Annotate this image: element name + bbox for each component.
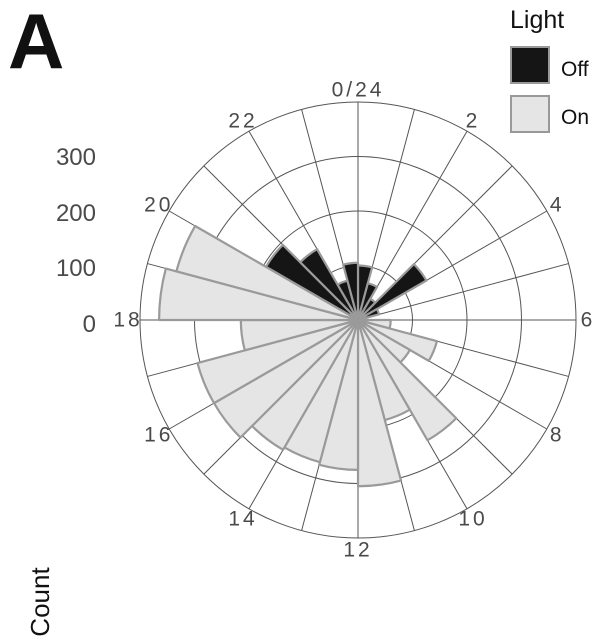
angle-tick-label-22: 22: [228, 109, 257, 132]
wedge-on-hour-11: [356, 318, 403, 488]
angle-tick-label-10: 10: [458, 508, 487, 531]
angle-tick-label-14: 14: [228, 508, 257, 531]
legend-label-on: On: [561, 106, 590, 129]
angle-tick-label-20: 20: [144, 194, 173, 217]
legend-key-off: [510, 46, 550, 84]
wedge-off-hour-21: [299, 248, 360, 322]
polar-rose-chart: 0/24 2 4 6 8 10 12 14 16 18 20 22: [113, 79, 596, 562]
wedge-on-hour-19: [175, 224, 360, 322]
grid-spoke-5: [357, 263, 569, 321]
angle-tick-label-12: 12: [343, 539, 372, 562]
wedge-off-hour-23: [342, 261, 360, 322]
y-tick-200: 200: [55, 200, 96, 227]
angle-tick-label-2: 2: [466, 109, 481, 132]
angle-tick-label-6: 6: [581, 309, 596, 332]
polar-bars: [157, 224, 458, 488]
angle-tick-labels: 0/24 2 4 6 8 10 12 14 16 18 20 22: [113, 79, 596, 562]
angle-tick-label-16: 16: [144, 424, 173, 447]
angle-tick-label-8: 8: [550, 424, 565, 447]
legend-key-on: [510, 95, 550, 133]
y-tick-300: 300: [55, 144, 96, 171]
panel-label: A: [8, 0, 65, 85]
legend-label-off: Off: [561, 58, 589, 81]
angle-tick-label-18: 18: [113, 309, 142, 332]
y-tick-100: 100: [55, 255, 96, 282]
y-axis-label: Count: [25, 567, 56, 637]
wedge-on-hour-16: [196, 318, 360, 405]
angle-tick-label-4: 4: [550, 194, 565, 217]
wedge-off-hour-4: [356, 308, 381, 322]
wedge-off-hour-3: [356, 263, 428, 322]
y-tick-0: 0: [82, 311, 96, 338]
angle-tick-label-0: 0/24: [332, 79, 385, 102]
legend-title: Light: [510, 6, 565, 34]
wedge-on-hour-9: [356, 318, 458, 442]
